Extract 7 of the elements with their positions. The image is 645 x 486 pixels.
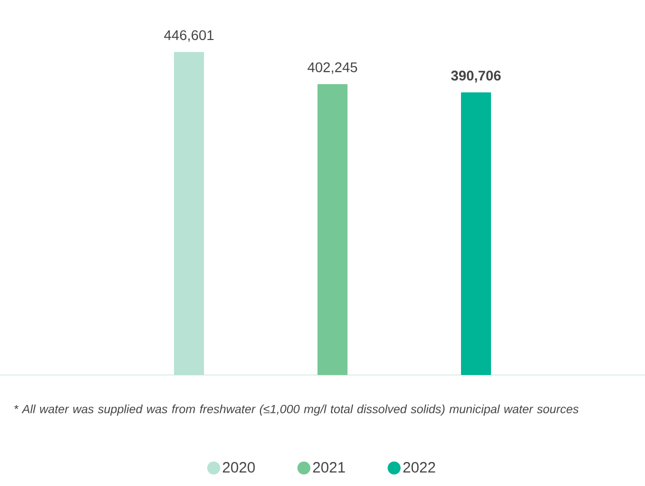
legend-label: 2022 xyxy=(403,462,436,473)
legend-label: 2021 xyxy=(313,462,345,473)
data-label: 402,245 xyxy=(308,62,358,74)
text: * All water was supplied was from freshwater (≤1,000 mg/l total dissolved solids) municipal water sources xyxy=(14,404,579,416)
data-label: 390,706 xyxy=(451,70,501,83)
legend-label: 2020 xyxy=(222,462,255,473)
data-label: 446,601 xyxy=(164,30,214,42)
